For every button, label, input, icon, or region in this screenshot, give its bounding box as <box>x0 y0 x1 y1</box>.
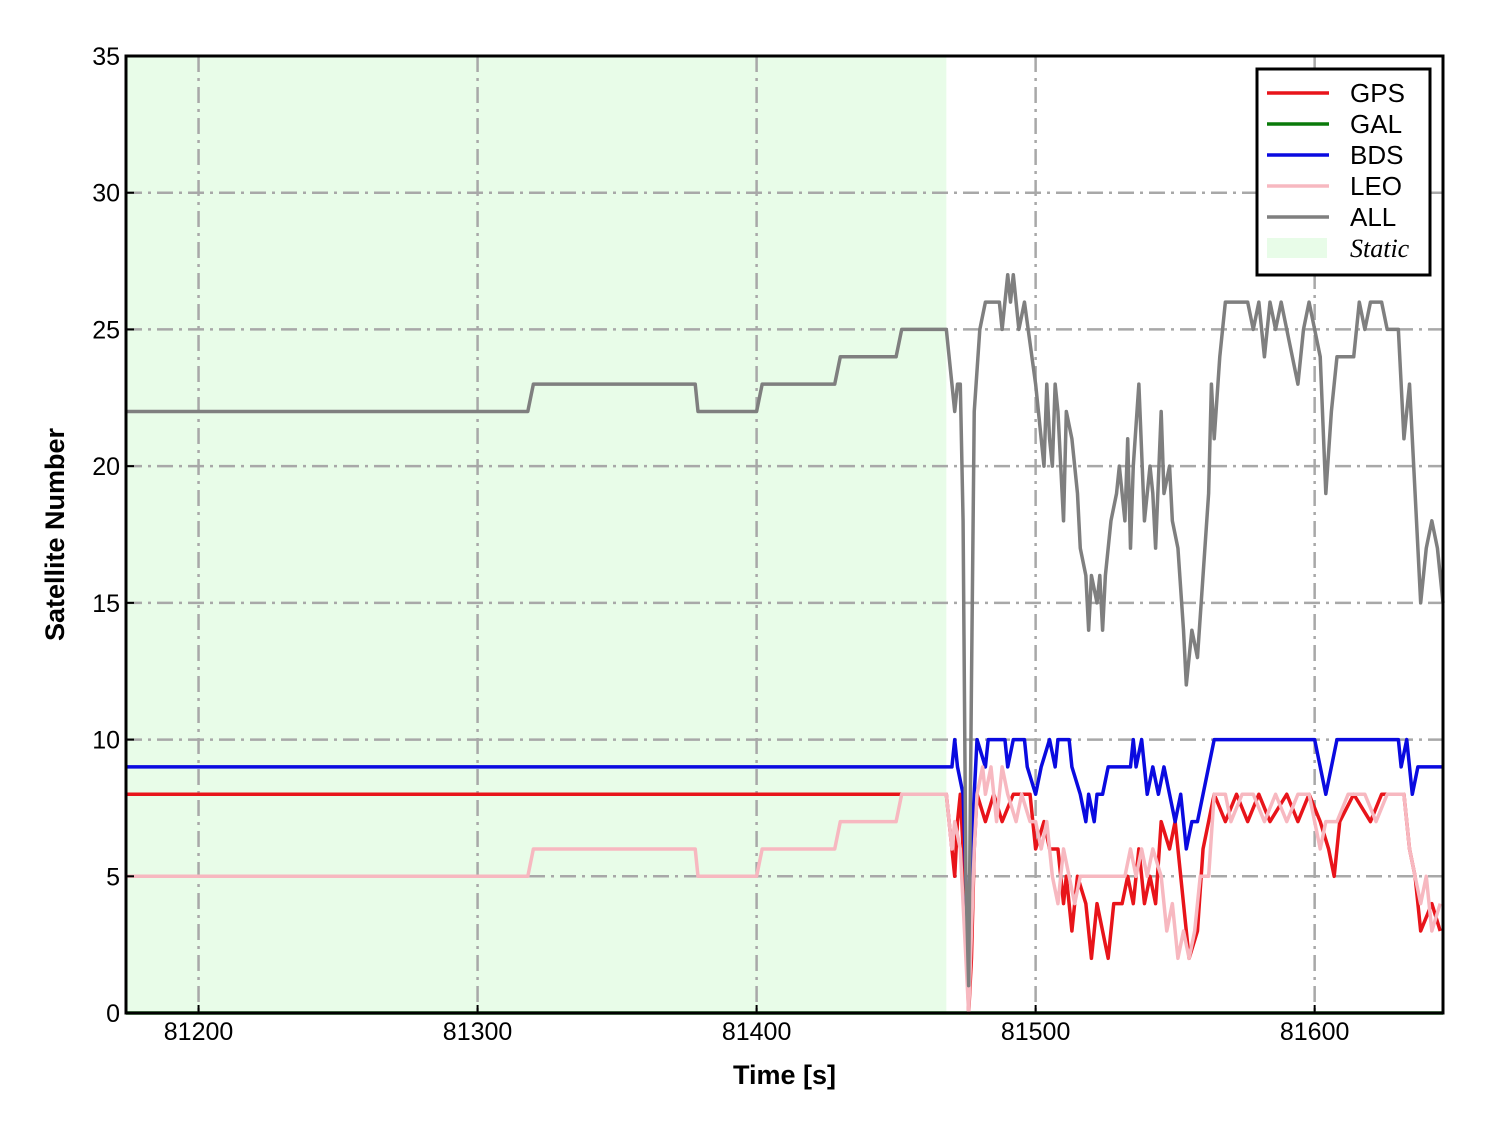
legend-label-static: Static <box>1350 234 1410 263</box>
y-tick-label: 20 <box>92 453 120 481</box>
y-tick-label: 0 <box>106 1000 120 1028</box>
x-tick-label: 81500 <box>1001 1018 1071 1046</box>
legend-label-leo: LEO <box>1350 171 1402 201</box>
x-tick-label: 81200 <box>164 1018 234 1046</box>
y-tick-label: 5 <box>106 863 120 891</box>
static-region-layer <box>126 56 947 1013</box>
legend-swatch-static <box>1267 238 1327 258</box>
y-tick-label: 25 <box>92 316 120 344</box>
legend-label-gps: GPS <box>1350 78 1405 108</box>
series-line-bds <box>126 737 1443 988</box>
legend-label-gal: GAL <box>1350 109 1402 139</box>
legend-label-all: ALL <box>1350 202 1396 232</box>
y-tick-label: 35 <box>92 43 120 71</box>
x-tick-label: 81600 <box>1280 1018 1350 1046</box>
tick-layer: 81200 81300 81400 81500 81600 0 5 10 15 20 25 30 35 <box>92 43 1349 1046</box>
series-line-leo <box>126 765 1442 1015</box>
y-tick-label: 15 <box>92 590 120 618</box>
y-tick-label: 30 <box>92 180 120 208</box>
legend-box <box>1255 67 1432 277</box>
y-tick-label: 10 <box>92 727 120 755</box>
series-line-all <box>126 272 1445 988</box>
plot-frame <box>124 54 1445 1015</box>
x-tick-label: 81400 <box>722 1018 792 1046</box>
x-axis-title: Time [s] <box>733 1060 836 1090</box>
static-region <box>126 56 947 1013</box>
x-tick-label: 81300 <box>443 1018 513 1046</box>
legend-label-bds: BDS <box>1350 140 1403 170</box>
y-axis-title: Satellite Number <box>40 427 70 641</box>
